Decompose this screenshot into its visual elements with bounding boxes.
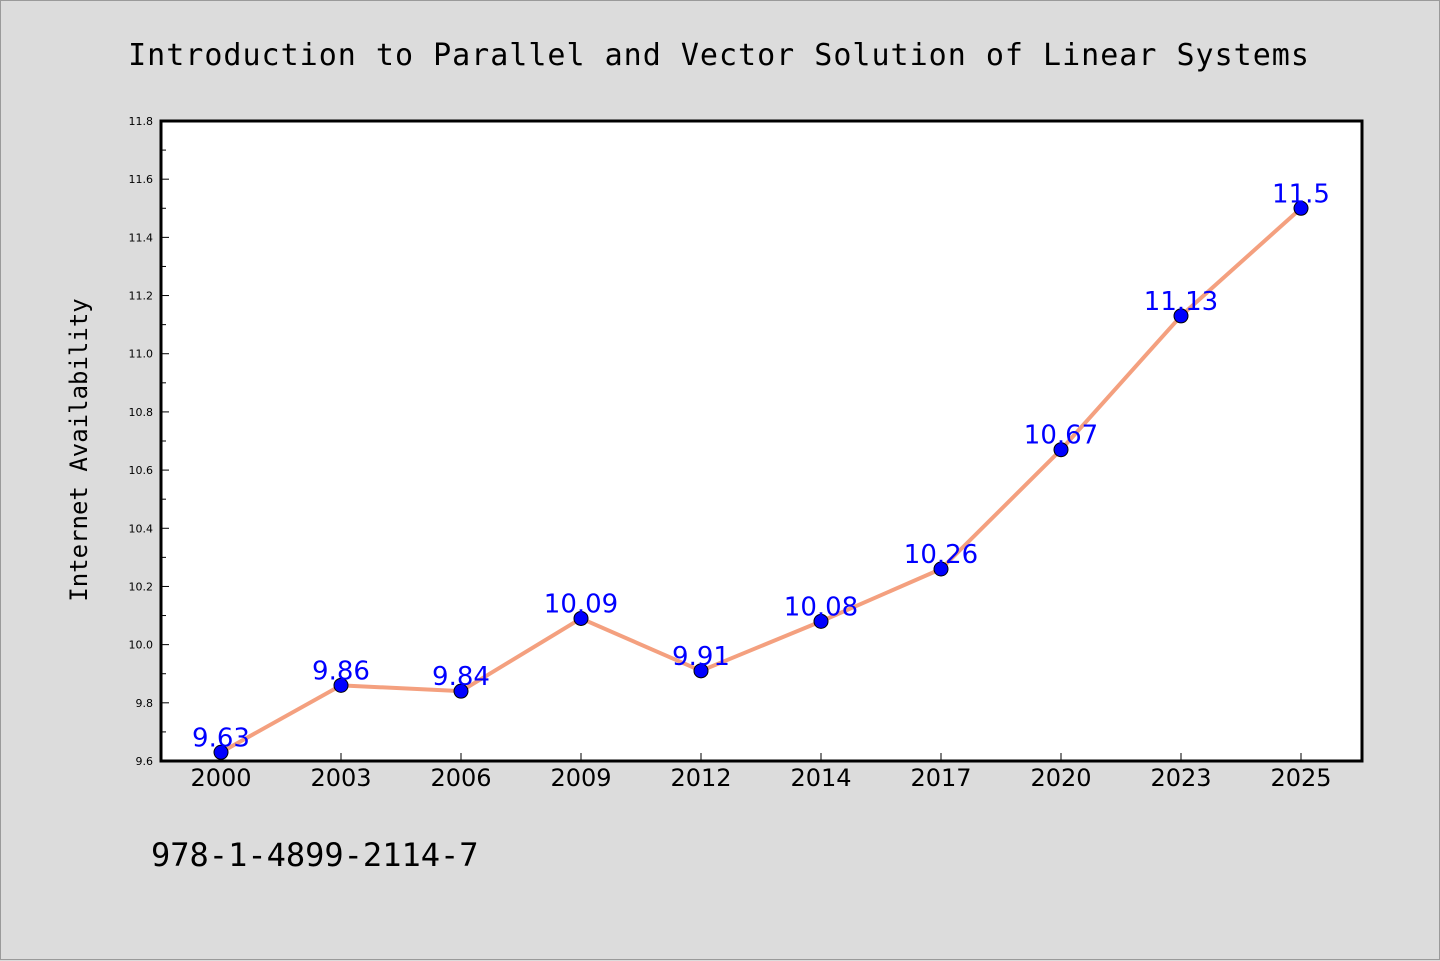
data-label: 10.09 [544,589,618,619]
data-point [1053,442,1069,458]
data-point [1293,200,1309,216]
data-label: 9.86 [312,656,370,686]
y-tick-label: 11.8 [129,115,154,128]
data-label: 11.5 [1272,179,1330,209]
x-tick-label: 2009 [550,764,611,792]
data-labels-group: 9.63 9.86 9.84 10.09 9.91 10.08 10.26 10.67 11.1… [192,179,1330,753]
data-label: 9.84 [432,662,490,692]
data-point [813,613,829,629]
y-tick-label: 10.4 [129,522,154,535]
y-tick-label: 9.6 [136,755,154,768]
data-point [453,683,469,699]
x-tick-label: 2003 [310,764,371,792]
x-tick-label: 2023 [1150,764,1211,792]
chart-title: Introduction to Parallel and Vector Solu… [128,38,1310,73]
plot-area [159,119,1364,763]
y-tick-label: 11.0 [129,348,154,361]
isbn-text: 978-1-4899-2114-7 [151,836,479,874]
data-point [213,744,229,760]
data-point [333,677,349,693]
y-tick-label: 11.4 [129,231,154,244]
series-line [220,206,1303,755]
data-point [573,610,589,626]
y-tick-label: 10.0 [129,639,154,652]
y-tick-label: 10.8 [129,406,154,419]
data-label: 11.13 [1144,287,1218,317]
data-point [1173,308,1189,324]
data-label: 10.26 [904,540,978,570]
x-tick-label: 2017 [910,764,971,792]
x-tick-label: 2025 [1270,764,1331,792]
y-axis-label: Internet Availability [65,298,93,601]
data-label: 10.67 [1024,421,1098,451]
y-tick-label: 10.6 [129,464,154,477]
y-axis: 9.6 9.8 10.0 10.2 10.4 10.6 10.8 11.0 11.2 11.4 11… [129,115,169,768]
x-tick-label: 2014 [790,764,851,792]
x-tick-label: 2012 [670,764,731,792]
y-tick-label: 11.2 [129,290,154,303]
x-tick-label: 2000 [190,764,251,792]
x-axis: 2000 2003 2006 2009 2012 2014 2017 2020 2023 2025 [190,753,1332,792]
y-tick-label: 10.2 [129,580,154,593]
x-tick-label: 2020 [1030,764,1091,792]
data-label: 10.08 [784,592,858,622]
data-label: 9.63 [192,723,250,753]
data-point [933,561,949,577]
series-group [213,200,1309,760]
data-label: 9.91 [672,642,730,672]
x-tick-label: 2006 [430,764,491,792]
y-tick-label: 11.6 [129,173,154,186]
data-point [693,663,709,679]
y-tick-label: 9.8 [136,697,154,710]
